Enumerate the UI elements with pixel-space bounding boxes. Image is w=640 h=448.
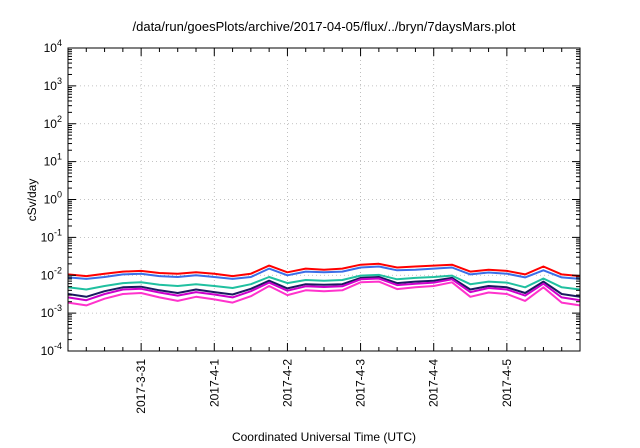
y-tick-label: 10-1 <box>41 227 62 244</box>
x-tick-label: 2017-4-5 <box>500 359 514 407</box>
x-axis-label: Coordinated Universal Time (UTC) <box>232 430 416 444</box>
y-tick-label: 104 <box>44 38 62 55</box>
y-tick-label-base: 10 <box>41 344 55 358</box>
series-line-5 <box>67 277 581 302</box>
x-tick-label: 2017-4-1 <box>207 359 221 407</box>
y-tick-label-base: 10 <box>44 79 58 93</box>
y-tick-label-exponent: -2 <box>54 265 62 275</box>
y-tick-label-base: 10 <box>44 193 58 207</box>
y-tick-label: 10-4 <box>41 341 62 358</box>
series-line-3 <box>67 273 581 291</box>
y-tick-label: 103 <box>44 76 62 93</box>
y-tick-label-exponent: 0 <box>57 190 62 200</box>
y-tick-label-exponent: 2 <box>57 114 62 124</box>
y-tick-label-base: 10 <box>41 268 55 282</box>
y-tick-label-base: 10 <box>44 41 58 55</box>
y-tick-label: 102 <box>44 114 62 131</box>
y-tick-label: 100 <box>44 190 62 207</box>
y-tick-label: 101 <box>44 152 62 169</box>
y-tick-label-exponent: -4 <box>54 341 62 351</box>
x-tick-label: 2017-3-31 <box>134 359 148 414</box>
y-tick-label-base: 10 <box>44 117 58 131</box>
y-axis-label: cSv/day <box>25 179 39 222</box>
y-tick-label-base: 10 <box>41 306 55 320</box>
y-tick-label-exponent: 3 <box>57 76 62 86</box>
y-tick-label-base: 10 <box>44 155 58 169</box>
y-tick-label: 10-2 <box>41 265 62 282</box>
series-line-6 <box>67 280 581 307</box>
y-tick-label-base: 10 <box>41 230 55 244</box>
y-tick-label-exponent: 4 <box>57 38 62 48</box>
y-tick-label-exponent: 1 <box>57 152 62 162</box>
x-tick-label: 2017-4-3 <box>354 359 368 407</box>
grid <box>68 48 580 351</box>
series-line-4 <box>67 276 581 298</box>
y-tick-label-exponent: -1 <box>54 227 62 237</box>
series-line-2 <box>67 265 581 280</box>
ticks: 10-410-310-210-11001011021031042017-3-31… <box>41 38 580 414</box>
x-tick-label: 2017-4-2 <box>280 359 294 407</box>
y-tick-label: 10-3 <box>41 303 62 320</box>
y-tick-label-exponent: -3 <box>54 303 62 313</box>
x-tick-label: 2017-4-4 <box>427 359 441 407</box>
series-group <box>67 262 581 307</box>
series-line-1 <box>67 262 581 278</box>
chart-title: /data/run/goesPlots/archive/2017-04-05/f… <box>133 19 516 34</box>
